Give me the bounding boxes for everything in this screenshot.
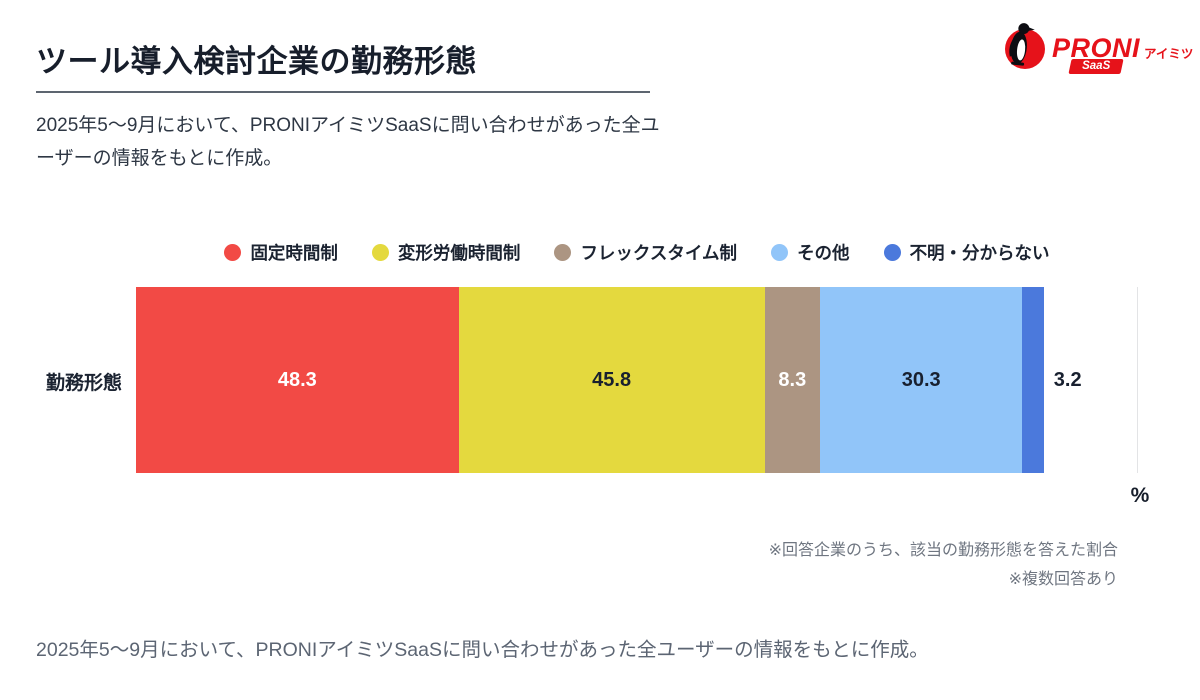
footer-note: 2025年5〜9月において、PRONIアイミツSaaSに問い合わせがあった全ユー…	[36, 639, 929, 661]
legend-item: フレックスタイム制	[554, 240, 737, 265]
stacked-bar: 48.3 45.8 8.3 30.3 3.2	[136, 287, 1138, 473]
legend-dot-icon	[224, 244, 242, 261]
legend-dot-icon	[883, 244, 901, 261]
subtitle: 2025年5〜9月において、PRONIアイミツSaaSに問い合わせがあった全ユー…	[36, 115, 660, 169]
segment-value-label: 45.8	[592, 368, 632, 391]
bar-segment: 45.8	[458, 287, 765, 473]
legend-label: フレックスタイム制	[580, 243, 738, 263]
legend-item: 変形労働時間制	[371, 240, 521, 265]
legend-label: 不明・分からない	[909, 243, 1050, 263]
proni-wordmark: PRONI	[1052, 33, 1141, 63]
plot-area: 48.3 45.8 8.3 30.3 3.2	[136, 287, 1138, 473]
legend-item: その他	[771, 240, 850, 265]
bar-segment: 8.3	[764, 287, 821, 473]
legend-label: 固定時間制	[250, 243, 338, 263]
saas-badge-label: SaaS	[1082, 60, 1111, 72]
segment-value-label: 30.3	[901, 368, 941, 391]
bar-segment: 30.3	[820, 287, 1023, 473]
y-axis-label: 勤務形態	[45, 373, 122, 394]
proni-logo: PRONI アイミツ SaaS	[1002, 18, 1193, 78]
chart-legend: 固定時間制 変形労働時間制 フレックスタイム制 その他 不明・分からない	[136, 240, 1138, 265]
bar-segment	[1022, 287, 1044, 473]
legend-dot-icon	[554, 244, 572, 261]
title-underline	[36, 91, 650, 93]
bar-segment: 48.3	[136, 287, 459, 473]
page-title: ツール導入検討企業の勤務形態	[36, 44, 477, 79]
percent-unit-label: %	[1130, 484, 1150, 507]
legend-label: 変形労働時間制	[397, 243, 521, 263]
legend-item: 不明・分からない	[883, 240, 1050, 265]
axis-right-gridline	[1137, 287, 1138, 473]
aimitsu-wordmark: アイミツ	[1144, 47, 1194, 61]
legend-label: その他	[797, 243, 850, 263]
legend-item: 固定時間制	[224, 240, 338, 265]
legend-dot-icon	[771, 244, 789, 261]
segment-value-label: 8.3	[778, 368, 807, 391]
segment-value-label: 48.3	[277, 368, 317, 391]
penguin-icon	[1005, 23, 1045, 69]
legend-dot-icon	[371, 244, 389, 261]
saas-badge: SaaS	[1068, 59, 1124, 74]
note-line-2: ※複数回答あり	[1008, 571, 1118, 588]
note-line-1: ※回答企業のうち、該当の勤務形態を答えた割合	[768, 542, 1118, 559]
segment-value-label-outside: 3.2	[1053, 368, 1082, 391]
